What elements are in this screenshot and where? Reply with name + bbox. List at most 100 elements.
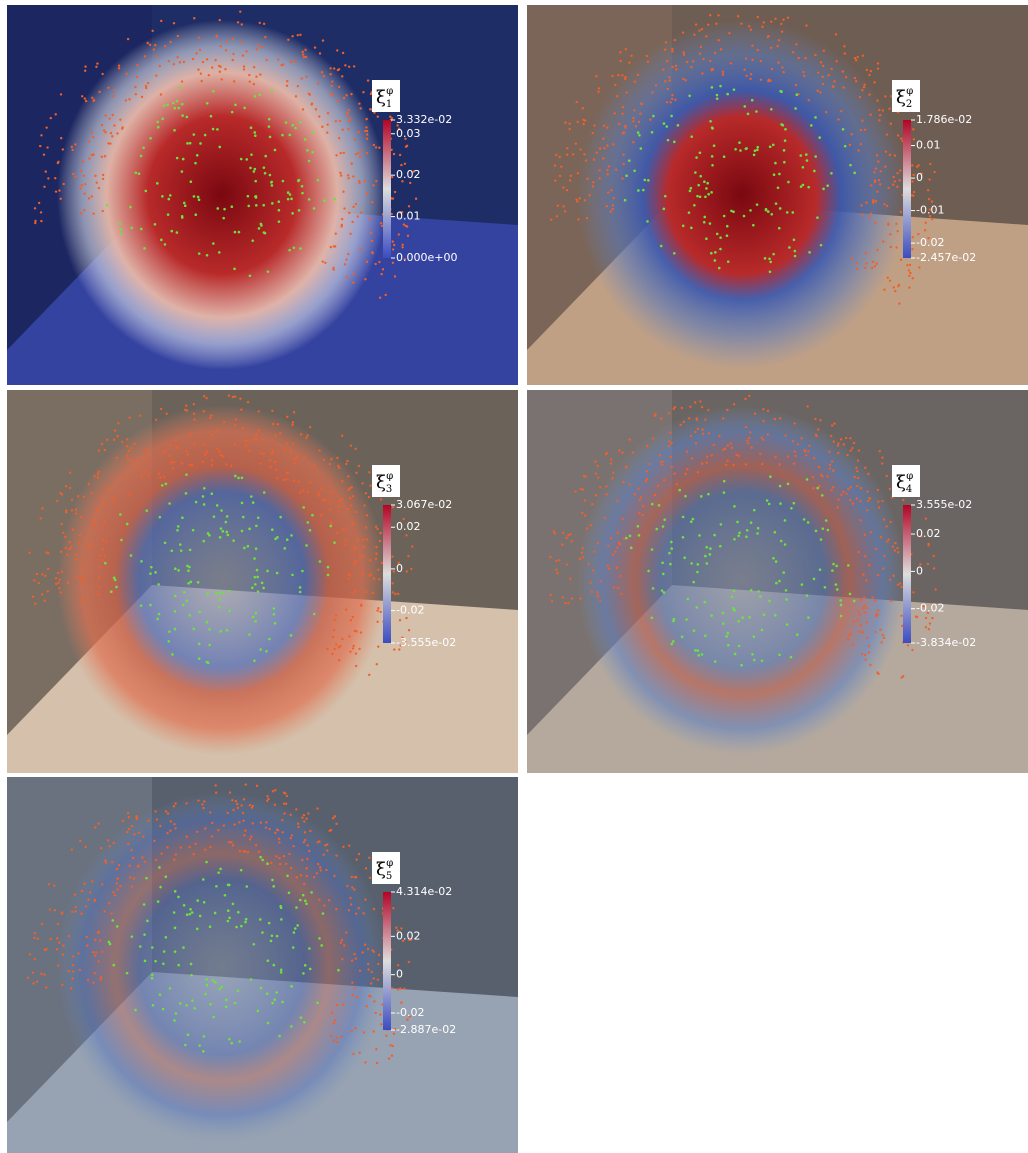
particle	[711, 127, 714, 130]
particle	[177, 35, 179, 37]
particle	[351, 886, 353, 888]
particle	[353, 65, 355, 67]
particle	[75, 553, 77, 555]
particle	[338, 68, 340, 70]
particle	[379, 297, 381, 299]
particle	[916, 166, 918, 168]
particle	[779, 502, 782, 505]
particle	[835, 33, 837, 35]
particle	[855, 59, 857, 61]
particle	[671, 466, 673, 468]
particle	[602, 157, 604, 159]
particle	[562, 186, 564, 188]
particle	[586, 178, 588, 180]
particle	[709, 60, 711, 62]
particle	[225, 49, 227, 51]
particle	[731, 447, 733, 449]
particle	[55, 113, 57, 115]
particle	[351, 592, 353, 594]
particle	[670, 442, 672, 444]
particle	[352, 206, 354, 208]
particle	[336, 457, 338, 459]
particle	[875, 548, 877, 550]
particle	[591, 591, 593, 593]
particle	[694, 171, 697, 174]
particle	[143, 903, 146, 906]
label-subscript: 3	[386, 484, 392, 495]
particle	[699, 151, 702, 154]
particle	[104, 114, 106, 116]
particle	[156, 618, 159, 621]
particle	[234, 424, 236, 426]
particle	[114, 429, 116, 431]
particle	[562, 532, 564, 534]
particle	[294, 927, 297, 930]
particle	[120, 232, 123, 235]
particle	[819, 568, 822, 571]
particle	[628, 62, 630, 64]
particle	[279, 432, 281, 434]
particle	[618, 449, 620, 451]
particle	[912, 277, 914, 279]
particle	[321, 126, 323, 128]
particle	[119, 228, 122, 231]
particle	[927, 563, 929, 565]
particle	[854, 77, 856, 79]
particle	[674, 39, 676, 41]
particle	[206, 984, 209, 987]
particle	[614, 84, 616, 86]
particle	[792, 440, 794, 442]
particle	[769, 270, 772, 273]
particle	[67, 970, 69, 972]
particle	[391, 582, 393, 584]
particle	[36, 573, 38, 575]
particle	[619, 60, 621, 62]
particle	[814, 418, 816, 420]
particle	[169, 194, 172, 197]
particle	[173, 823, 175, 825]
particle	[709, 553, 712, 556]
particle	[298, 209, 301, 212]
particle	[652, 437, 654, 439]
particle	[100, 976, 102, 978]
particle	[825, 519, 828, 522]
particle	[57, 965, 59, 967]
particle	[75, 576, 77, 578]
particle	[853, 620, 855, 622]
particle	[225, 999, 228, 1002]
particle	[183, 202, 186, 205]
particle	[718, 435, 720, 437]
particle	[816, 487, 819, 490]
particle	[149, 137, 152, 140]
particle	[593, 158, 595, 160]
particle	[56, 500, 58, 502]
particle	[253, 557, 256, 560]
particle	[790, 507, 793, 510]
particle	[755, 110, 758, 113]
particle	[747, 442, 749, 444]
particle	[652, 587, 655, 590]
particle	[641, 514, 643, 516]
particle	[232, 59, 234, 61]
particle	[358, 1052, 360, 1054]
particle	[47, 568, 49, 570]
particle	[226, 629, 229, 632]
particle	[159, 476, 161, 478]
particle	[819, 419, 821, 421]
particle	[179, 543, 182, 546]
particle	[550, 219, 552, 221]
particle	[336, 1004, 338, 1006]
particle	[355, 912, 357, 914]
particle	[748, 25, 750, 27]
particle	[607, 173, 609, 175]
particle	[375, 546, 377, 548]
particle	[575, 101, 577, 103]
particle	[203, 443, 205, 445]
particle	[331, 85, 333, 87]
particle	[341, 638, 343, 640]
particle	[286, 472, 288, 474]
particle	[791, 211, 794, 214]
particle	[661, 561, 664, 564]
particle	[756, 149, 759, 152]
particle	[181, 114, 184, 117]
